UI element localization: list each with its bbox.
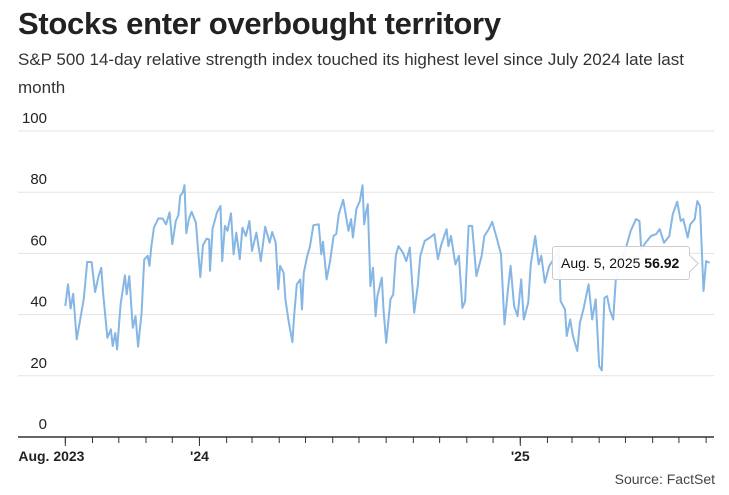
y-tick-label-80: 80 bbox=[30, 171, 47, 188]
x-tick-label: Aug. 2023 bbox=[18, 448, 84, 464]
y-tick-label-40: 40 bbox=[30, 294, 47, 311]
chart-title: Stocks enter overbought territory bbox=[18, 6, 501, 41]
data-tooltip: Aug. 5, 2025 56.92 bbox=[552, 246, 699, 280]
tooltip-value: 56.92 bbox=[644, 255, 680, 271]
rsi-series-line bbox=[64, 184, 711, 372]
y-tick-label-0: 0 bbox=[39, 416, 47, 433]
source-note: Source: FactSet bbox=[614, 471, 715, 487]
x-tick-label: '24 bbox=[190, 448, 209, 464]
series-layer bbox=[64, 184, 711, 372]
chart-subtitle: S&P 500 14-day relative strength index t… bbox=[18, 50, 684, 97]
tooltip-date: Aug. 5, 2025 bbox=[561, 255, 641, 271]
x-axis: Aug. 2023 '24 '25 bbox=[18, 436, 714, 464]
y-tick-label-60: 60 bbox=[30, 232, 47, 249]
y-tick-label-20: 20 bbox=[30, 355, 47, 372]
y-axis-labels: 0 20 40 60 80 100 bbox=[22, 110, 47, 433]
y-tick-label-100: 100 bbox=[22, 110, 47, 127]
x-tick-label: '25 bbox=[511, 448, 530, 464]
